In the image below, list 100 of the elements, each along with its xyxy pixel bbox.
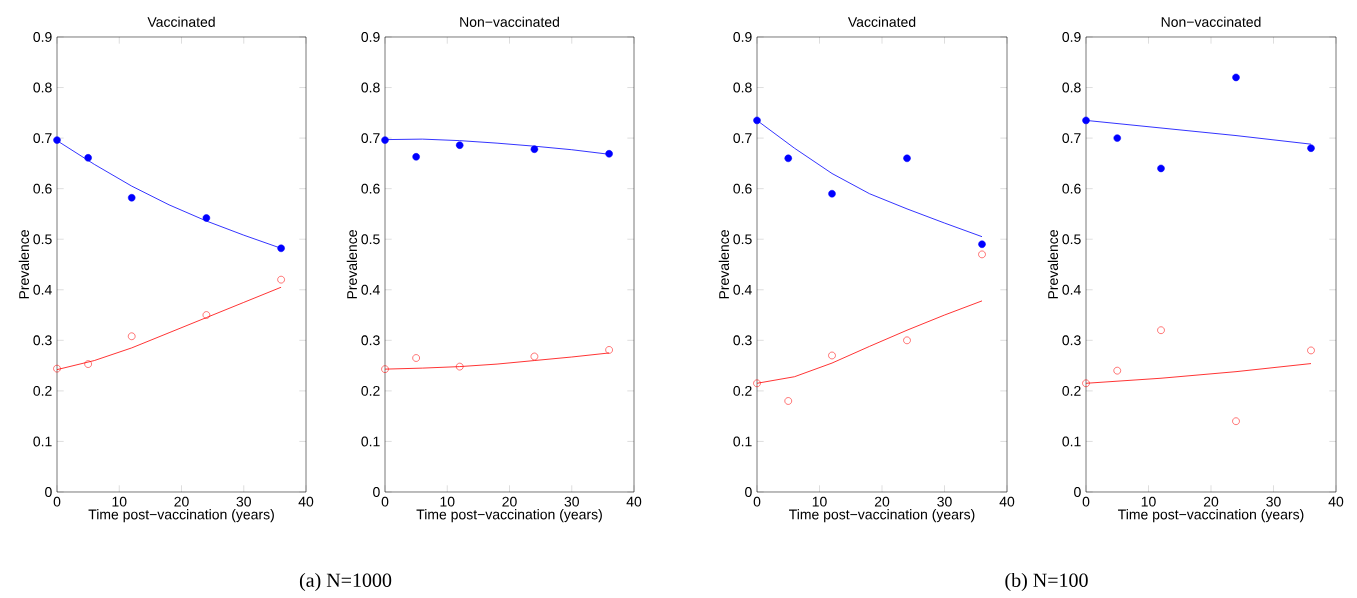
y-axis-title: Prevalence (18, 230, 30, 299)
line-series (1086, 363, 1312, 384)
x-tick-label: 30 (236, 496, 251, 507)
point (1307, 144, 1315, 152)
y-tick-label: 0.7 (1062, 133, 1081, 144)
point (828, 189, 836, 198)
y-tick-label: 0.8 (733, 82, 752, 93)
y-axis-title: Prevalence (718, 230, 730, 299)
point (903, 336, 911, 345)
point (381, 136, 389, 144)
point (1232, 73, 1240, 82)
y-tick-label: 0.1 (361, 436, 380, 447)
y-tick-label: 0.6 (733, 183, 752, 194)
point (127, 194, 136, 202)
point (530, 145, 539, 153)
y-tick-label: 0.9 (361, 32, 380, 42)
x-tick-label: 0 (753, 496, 761, 507)
x-tick-label: 30 (1266, 496, 1281, 507)
x-axis-title: Time post−vaccination (years) (789, 509, 975, 523)
point (1157, 164, 1165, 173)
y-tick-label: 0.5 (733, 234, 752, 245)
y-tick-label: 0.3 (33, 335, 52, 346)
point (455, 362, 464, 371)
point (381, 365, 389, 373)
y-tick-label: 0.9 (733, 32, 752, 42)
x-tick-label: 20 (502, 496, 517, 507)
y-tick-label: 0.9 (1062, 32, 1081, 42)
y-tick-label: 0.4 (361, 284, 380, 295)
y-tick-label: 0 (745, 487, 752, 497)
y-tick-label: 0.3 (361, 335, 380, 346)
point (1157, 326, 1165, 334)
line-series (57, 286, 282, 371)
y-tick-label: 0 (45, 487, 52, 497)
point (127, 332, 136, 341)
y-tick-label: 0.7 (361, 133, 380, 144)
x-tick-label: 0 (1082, 496, 1090, 507)
y-tick-label: 0.4 (733, 284, 752, 295)
y-tick-label: 0.8 (33, 82, 52, 93)
point (605, 346, 613, 354)
point (277, 244, 285, 253)
x-tick-label: 0 (381, 496, 389, 507)
point (828, 351, 836, 360)
x-tick-label: 30 (937, 496, 952, 507)
point (1082, 379, 1090, 388)
y-tick-label: 0.5 (361, 234, 380, 245)
y-tick-label: 0.7 (733, 133, 752, 144)
chart-title: Vaccinated (847, 16, 916, 27)
y-tick-label: 0 (373, 487, 380, 497)
x-axis-title: Time post−vaccination (years) (1118, 509, 1304, 523)
point (84, 154, 92, 162)
y-tick-label: 0.6 (33, 183, 52, 194)
y-axis-title: Prevalence (346, 230, 358, 299)
x-tick-label: 10 (812, 496, 827, 507)
point (753, 116, 761, 125)
x-axis-title: Time post−vaccination (years) (416, 509, 602, 523)
x-tick-label: 40 (999, 496, 1015, 507)
point (1082, 116, 1090, 125)
point (978, 250, 986, 259)
y-tick-label: 0.7 (33, 133, 52, 144)
point (1232, 417, 1240, 425)
y-tick-label: 0 (1074, 487, 1081, 497)
chart-title: Vaccinated (147, 16, 215, 27)
point (53, 136, 61, 144)
x-tick-label: 20 (874, 496, 890, 507)
x-tick-label: 10 (112, 496, 127, 507)
text: (b) N=100 (1005, 572, 1088, 592)
y-tick-label: 0.4 (1062, 284, 1081, 295)
x-tick-label: 40 (298, 496, 314, 507)
point (455, 141, 464, 149)
y-tick-label: 0.2 (361, 385, 380, 396)
y-tick-label: 0.6 (1062, 183, 1081, 194)
y-tick-label: 0.5 (1062, 234, 1081, 245)
x-tick-label: 40 (626, 496, 642, 507)
point (202, 311, 211, 319)
text: (a) N=1000 (299, 572, 392, 592)
point (277, 275, 285, 284)
point (1307, 346, 1315, 355)
point (978, 240, 986, 248)
y-tick-label: 0.3 (1062, 335, 1081, 346)
x-tick-label: 0 (53, 496, 61, 507)
x-tick-label: 10 (440, 496, 455, 507)
y-tick-label: 0.3 (733, 335, 752, 346)
y-tick-label: 0.6 (361, 183, 380, 194)
point (1113, 134, 1121, 142)
x-tick-label: 20 (1203, 496, 1219, 507)
point (903, 154, 911, 163)
point (412, 153, 420, 161)
point (753, 379, 761, 388)
point (412, 354, 420, 362)
y-tick-label: 0.8 (1062, 82, 1081, 93)
y-tick-label: 0.2 (1062, 385, 1081, 396)
y-axis-title: Prevalence (1047, 230, 1059, 299)
x-tick-label: 20 (174, 496, 189, 507)
point (53, 364, 61, 373)
point (84, 360, 92, 368)
y-tick-label: 0.1 (1062, 436, 1081, 447)
y-tick-label: 0.2 (33, 385, 52, 396)
x-tick-label: 40 (1328, 496, 1344, 507)
x-tick-label: 30 (564, 496, 579, 507)
y-tick-label: 0.8 (361, 82, 380, 93)
